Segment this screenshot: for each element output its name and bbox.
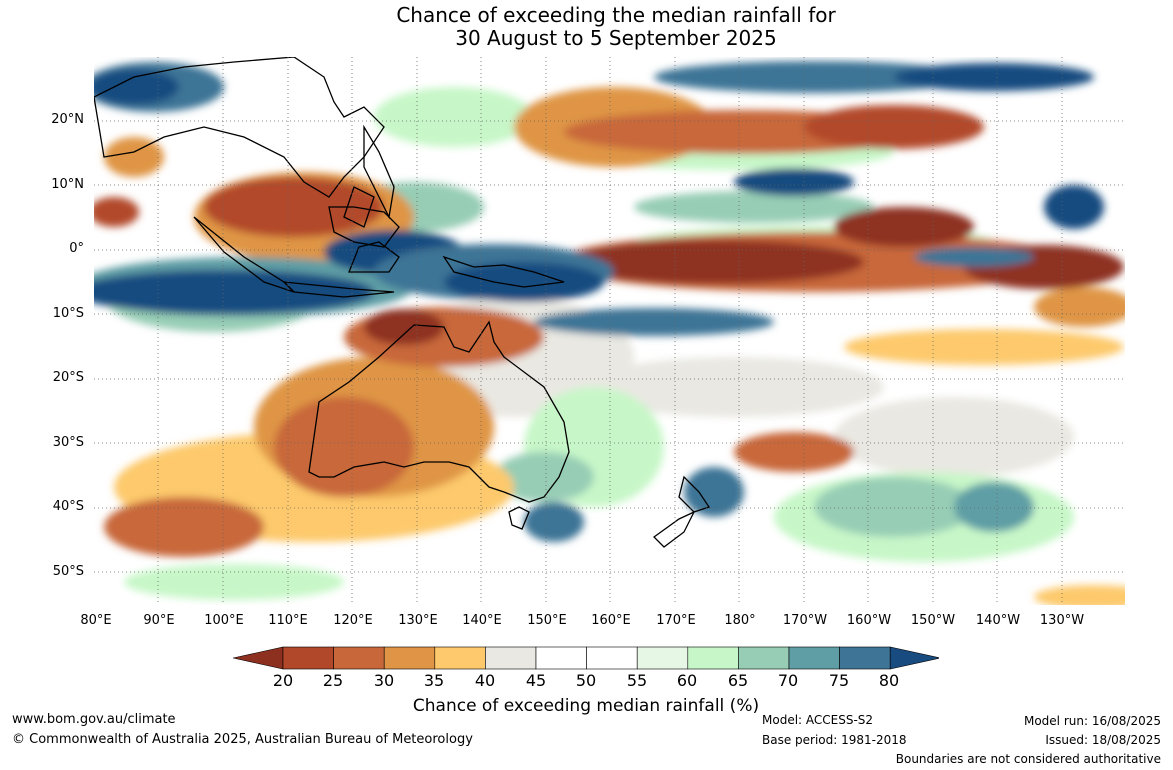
lon-label-160e: 160°E: [591, 613, 631, 628]
colorbar-tick-70: 70: [777, 671, 799, 690]
lat-label-10n: 10°N: [51, 177, 84, 192]
title-line-1: Chance of exceeding the median rainfall …: [396, 3, 836, 27]
colorbar-cell-2: [333, 646, 385, 670]
colorbar-cell-7: [586, 646, 638, 670]
colorbar-tick-65: 65: [727, 671, 749, 690]
website-link[interactable]: www.bom.gov.au/climate: [12, 712, 176, 727]
model-run-date: Model run: 16/08/2025: [1023, 714, 1161, 728]
lon-label-80e: 80°E: [80, 613, 112, 628]
graticule: [94, 57, 1125, 605]
colorbar-tick-35: 35: [423, 671, 445, 690]
base-period: Base period: 1981-2018: [762, 733, 907, 747]
boundaries-disclaimer: Boundaries are not considered authoritat…: [895, 752, 1161, 766]
lat-label-20s: 20°S: [52, 370, 84, 385]
colorbar-cell-1: [282, 646, 334, 670]
colorbar-tick-20: 20: [272, 671, 294, 690]
colorbar-tick-55: 55: [626, 671, 648, 690]
rainfall-field: [94, 57, 1125, 605]
lon-label-140e: 140°E: [462, 613, 502, 628]
colorbar-cell-4: [434, 646, 486, 670]
lon-label-130w: 130°W: [1039, 613, 1085, 628]
title-line-2: 30 August to 5 September 2025: [455, 26, 777, 50]
colorbar: [233, 646, 939, 670]
colorbar-cell-0: [233, 646, 284, 670]
colorbar-tick-45: 45: [525, 671, 547, 690]
lon-label-120e: 120°E: [333, 613, 373, 628]
colorbar-cell-9: [687, 646, 739, 670]
colorbar-cell-10: [738, 646, 790, 670]
lon-label-150w: 150°W: [910, 613, 956, 628]
colorbar-tick-25: 25: [322, 671, 344, 690]
lon-label-140w: 140°W: [975, 613, 1021, 628]
colorbar-tick-75: 75: [828, 671, 850, 690]
lon-label-110e: 110°E: [268, 613, 308, 628]
lon-label-90e: 90°E: [143, 613, 175, 628]
lat-label-30s: 30°S: [52, 435, 84, 450]
colorbar-tick-60: 60: [676, 671, 698, 690]
lat-label-40s: 40°S: [52, 499, 84, 514]
colorbar-cell-12: [839, 646, 891, 670]
rainfall-map: [94, 57, 1125, 605]
colorbar-tick-40: 40: [474, 671, 496, 690]
colorbar-tick-80: 80: [878, 671, 900, 690]
lat-label-0: 0°: [69, 241, 84, 256]
lon-label-160w: 160°W: [846, 613, 892, 628]
colorbar-tick-50: 50: [575, 671, 597, 690]
colorbar-cell-5: [485, 646, 537, 670]
lat-label-20n: 20°N: [51, 112, 84, 127]
rainfall-probability-shading: [94, 61, 1125, 605]
lon-label-100e: 100°E: [204, 613, 244, 628]
issued-date: Issued: 18/08/2025: [1045, 733, 1161, 747]
lon-label-170e: 170°E: [656, 613, 696, 628]
lat-label-10s: 10°S: [52, 306, 84, 321]
colorbar-tick-30: 30: [373, 671, 395, 690]
coastlines: [94, 57, 711, 548]
colorbar-cell-3: [383, 646, 436, 670]
colorbar-cell-11: [788, 646, 840, 670]
colorbar-cell-6: [535, 646, 587, 670]
copyright-text: © Commonwealth of Australia 2025, Austra…: [12, 732, 473, 747]
lon-label-180: 180°: [724, 613, 756, 628]
colorbar-cell-8: [636, 646, 689, 670]
lon-label-130e: 130°E: [398, 613, 438, 628]
lon-label-150e: 150°E: [527, 613, 567, 628]
colorbar-label: Chance of exceeding median rainfall (%): [412, 696, 760, 716]
lat-label-50s: 50°S: [52, 564, 84, 579]
colorbar-cell-13: [889, 646, 939, 670]
lon-label-170w: 170°W: [782, 613, 828, 628]
model-name: Model: ACCESS-S2: [762, 713, 874, 727]
map-title: Chance of exceeding the median rainfall …: [0, 4, 1173, 50]
